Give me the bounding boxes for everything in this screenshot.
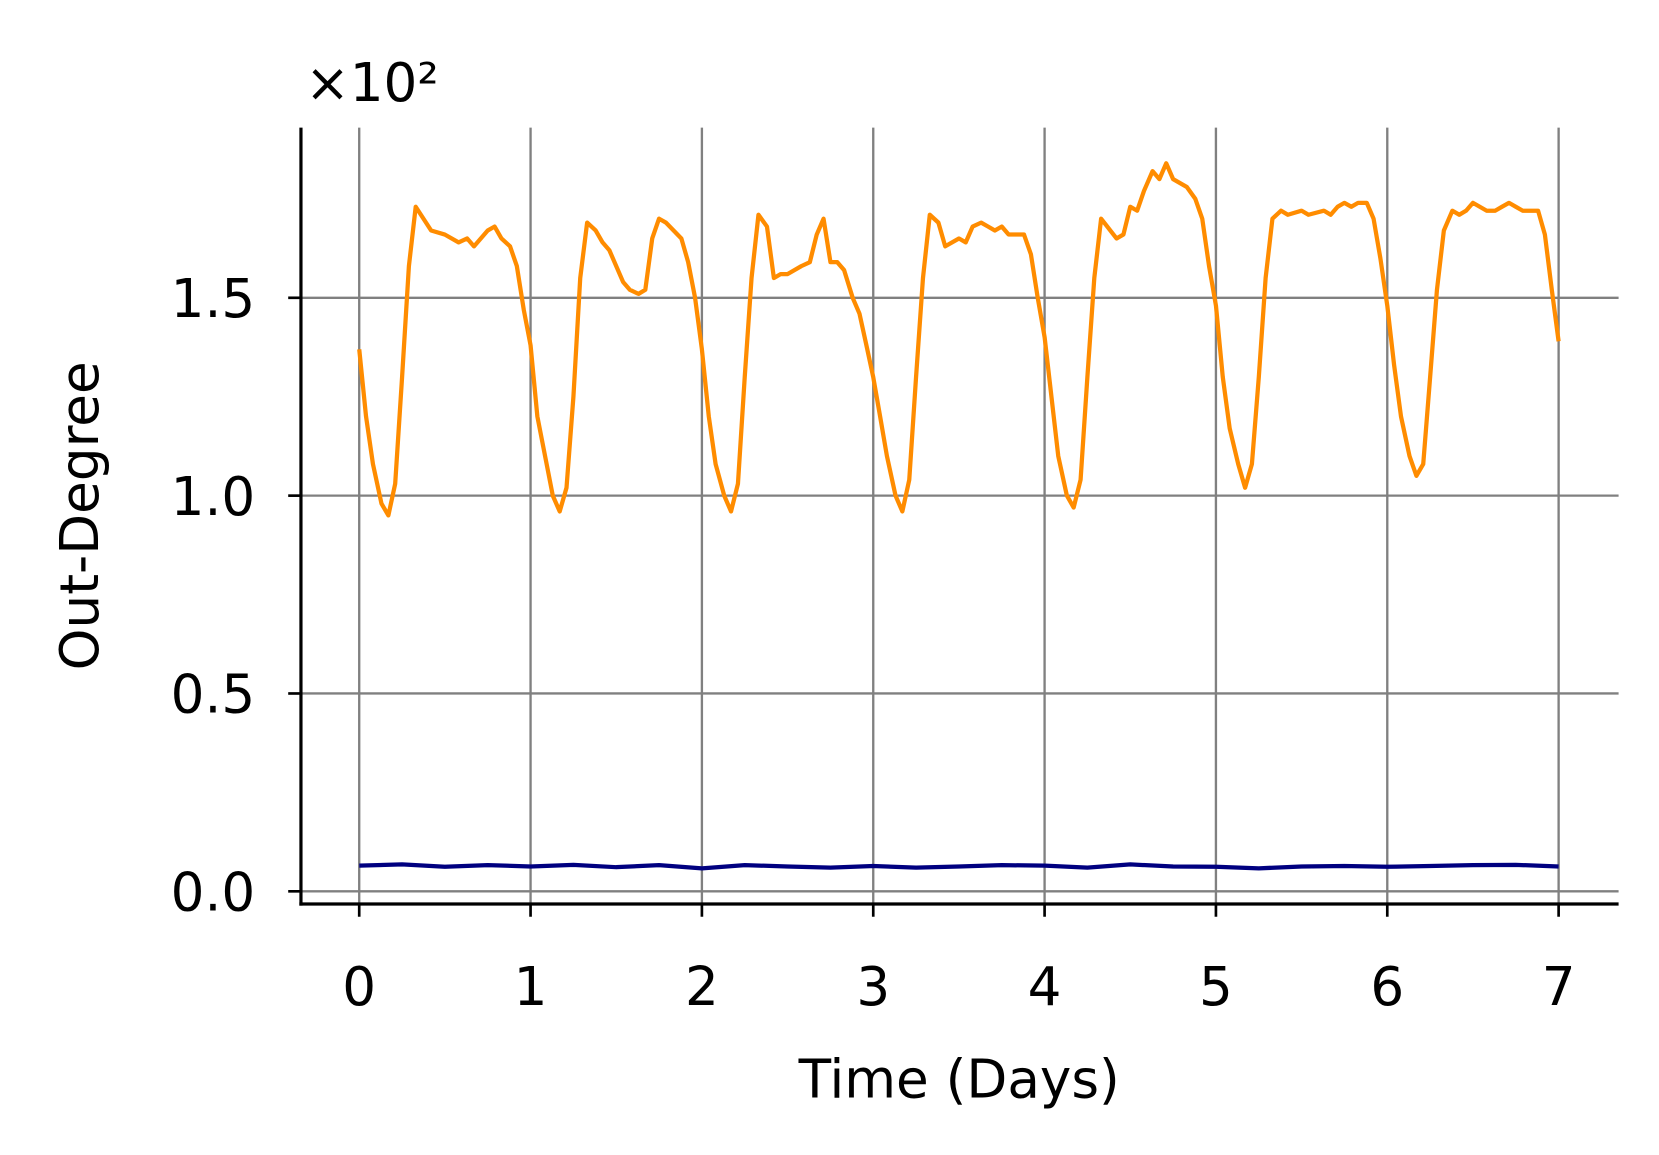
x-axis-label: Time (Days): [798, 1049, 1120, 1111]
y-tick-label: 1.5: [171, 268, 256, 330]
x-tick-label: 0: [342, 956, 376, 1018]
x-tick-label: 1: [514, 956, 548, 1018]
x-tick-label: 2: [685, 956, 719, 1018]
y-tick-label: 1.0: [171, 466, 256, 528]
series-line: [359, 862, 1559, 871]
x-tick-label: 4: [1028, 956, 1062, 1018]
x-tick-label: 6: [1370, 956, 1404, 1018]
x-tick-label: 5: [1199, 956, 1233, 1018]
x-tick-label: 3: [856, 956, 890, 1018]
series-line: [357, 161, 1561, 518]
y-tick-label: 0.5: [171, 664, 256, 726]
y-offset-label: ×10²: [305, 52, 438, 114]
y-axis-label: Out-Degree: [49, 361, 111, 670]
x-tick-label: 7: [1542, 956, 1576, 1018]
y-tick-label: 0.0: [171, 861, 256, 923]
